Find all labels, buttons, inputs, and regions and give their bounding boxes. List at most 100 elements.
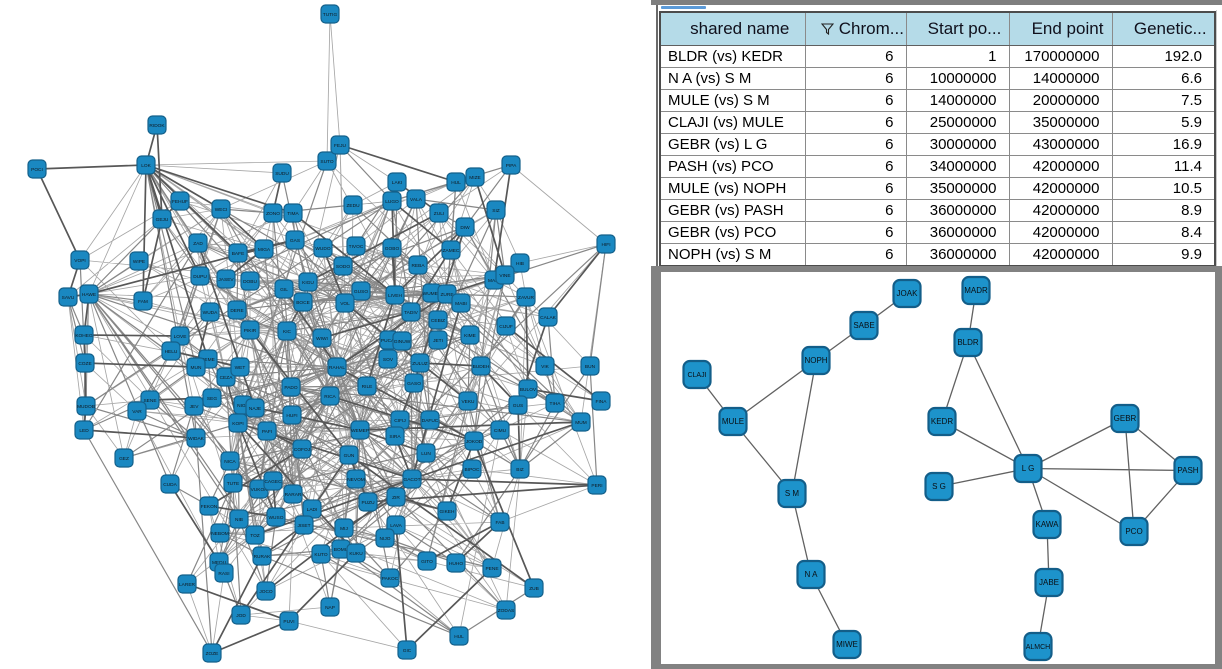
svg-text:ZIR: ZIR [392, 495, 400, 501]
svg-text:HIB: HIB [516, 261, 524, 267]
svg-text:CIJUF: CIJUF [499, 324, 513, 330]
svg-text:NEBOM: NEBOM [211, 531, 229, 537]
svg-text:MUN: MUN [191, 365, 202, 371]
svg-text:PCO: PCO [1125, 527, 1142, 536]
svg-text:KIGU: KIGU [302, 280, 314, 286]
svg-text:PAKOC: PAKOC [382, 576, 399, 582]
svg-text:MUDOB: MUDOB [77, 404, 95, 410]
svg-text:SEG: SEG [207, 396, 217, 402]
svg-text:GIKEH: GIKEH [440, 509, 455, 515]
svg-text:WUMEN: WUMEN [423, 291, 442, 297]
svg-text:MIJ: MIJ [340, 526, 348, 532]
svg-text:PIKIR: PIKIR [244, 328, 257, 334]
svg-text:FEHUF: FEHUF [172, 199, 188, 205]
svg-text:GOBO: GOBO [385, 246, 400, 252]
svg-text:ZONO: ZONO [266, 211, 280, 217]
svg-text:PADO: PADO [284, 385, 298, 391]
svg-text:VAR: VAR [132, 409, 142, 415]
svg-text:KUTO: KUTO [314, 552, 328, 558]
svg-text:TUTIG: TUTIG [323, 12, 338, 18]
svg-text:LOVE: LOVE [174, 334, 187, 340]
svg-text:DAFUC: DAFUC [422, 418, 439, 424]
svg-text:TIMA: TIMA [287, 211, 299, 217]
svg-text:NAJE: NAJE [249, 406, 261, 412]
svg-text:DOBU: DOBU [243, 279, 257, 285]
svg-text:KAWA: KAWA [1036, 520, 1060, 529]
svg-text:KIC: KIC [283, 329, 292, 335]
svg-text:CAGEC: CAGEC [264, 479, 282, 485]
svg-text:SABE: SABE [853, 321, 874, 330]
svg-text:PERI: PERI [591, 483, 602, 489]
svg-text:VOL: VOL [340, 301, 350, 307]
svg-text:WIPE: WIPE [133, 259, 145, 265]
svg-text:FAB: FAB [495, 520, 504, 526]
svg-text:RURAK: RURAK [254, 554, 272, 560]
svg-text:PENE: PENE [485, 566, 498, 572]
svg-text:PIPA: PIPA [506, 163, 517, 169]
svg-text:BAFE: BAFE [232, 251, 245, 257]
svg-text:SUDU: SUDU [275, 171, 289, 177]
svg-text:PUVI: PUVI [283, 619, 294, 625]
svg-text:LED: LED [79, 428, 89, 434]
svg-text:REBA: REBA [411, 263, 425, 269]
svg-text:MULE: MULE [722, 417, 744, 426]
svg-text:RASI: RASI [218, 571, 229, 577]
svg-text:GUSO: GUSO [354, 289, 368, 295]
svg-text:ZEDU: ZEDU [346, 203, 360, 209]
svg-text:BOMU: BOMU [334, 547, 349, 553]
svg-text:MADR: MADR [964, 286, 988, 295]
svg-text:NICA: NICA [224, 459, 236, 465]
svg-text:RARAR: RARAR [285, 492, 302, 498]
svg-text:L G: L G [1022, 464, 1035, 473]
svg-text:LOK: LOK [141, 163, 151, 169]
svg-text:JISET: JISET [297, 523, 310, 529]
svg-text:CUDA: CUDA [163, 482, 177, 488]
svg-text:GASO: GASO [407, 381, 421, 387]
svg-text:TIVOC: TIVOC [349, 244, 364, 250]
svg-text:TIHA: TIHA [550, 401, 562, 407]
svg-text:GEJU: GEJU [156, 217, 169, 223]
svg-text:TOZ: TOZ [250, 533, 260, 539]
svg-text:GITO: GITO [421, 559, 433, 565]
svg-text:FEJU: FEJU [334, 143, 347, 149]
svg-text:KOPI: KOPI [232, 421, 243, 427]
svg-text:NIB: NIB [235, 517, 243, 523]
svg-text:NIGE: NIGE [237, 403, 249, 409]
svg-text:MEDU: MEDU [212, 560, 227, 566]
svg-text:ZAMEC: ZAMEC [443, 248, 460, 254]
svg-text:SODO: SODO [336, 264, 350, 270]
svg-text:ZOZE: ZOZE [206, 651, 219, 657]
svg-text:SIZ: SIZ [492, 208, 500, 214]
svg-text:BIZ: BIZ [516, 467, 524, 473]
svg-text:JASEV: JASEV [218, 277, 234, 283]
svg-text:WET: WET [235, 365, 246, 371]
svg-text:ZURE: ZURE [440, 292, 453, 298]
svg-text:GEBR: GEBR [1114, 414, 1137, 423]
svg-text:COFOJ: COFOJ [294, 447, 311, 453]
svg-text:PAFI: PAFI [262, 429, 272, 435]
svg-text:WIWI: WIWI [316, 336, 328, 342]
svg-text:KOHEG: KOHEG [75, 333, 93, 339]
svg-text:RICA: RICA [324, 394, 336, 400]
svg-text:JABE: JABE [1039, 578, 1059, 587]
svg-text:WEMEP: WEMEP [351, 428, 369, 434]
svg-text:BULOV: BULOV [520, 387, 537, 393]
svg-text:FAM: FAM [138, 299, 148, 305]
svg-text:KUKU: KUKU [349, 551, 363, 557]
svg-text:KIME: KIME [464, 333, 476, 339]
svg-text:VEKU: VEKU [461, 399, 475, 405]
svg-text:LAKI: LAKI [392, 180, 402, 186]
svg-text:NOPH: NOPH [804, 356, 827, 365]
svg-text:DERE: DERE [230, 308, 243, 314]
svg-text:HUHO: HUHO [449, 561, 463, 567]
svg-text:LARER: LARER [179, 582, 196, 588]
svg-text:JOAK: JOAK [897, 289, 919, 298]
svg-text:HUL: HUL [451, 180, 461, 186]
svg-text:ZUB: ZUB [529, 586, 539, 592]
svg-text:POCI: POCI [31, 167, 43, 173]
svg-text:LADI: LADI [307, 507, 318, 513]
svg-text:SENE: SENE [143, 398, 156, 404]
svg-text:WECI: WECI [215, 207, 228, 213]
svg-text:ALMCH: ALMCH [1026, 644, 1051, 651]
svg-text:N A: N A [805, 570, 819, 579]
